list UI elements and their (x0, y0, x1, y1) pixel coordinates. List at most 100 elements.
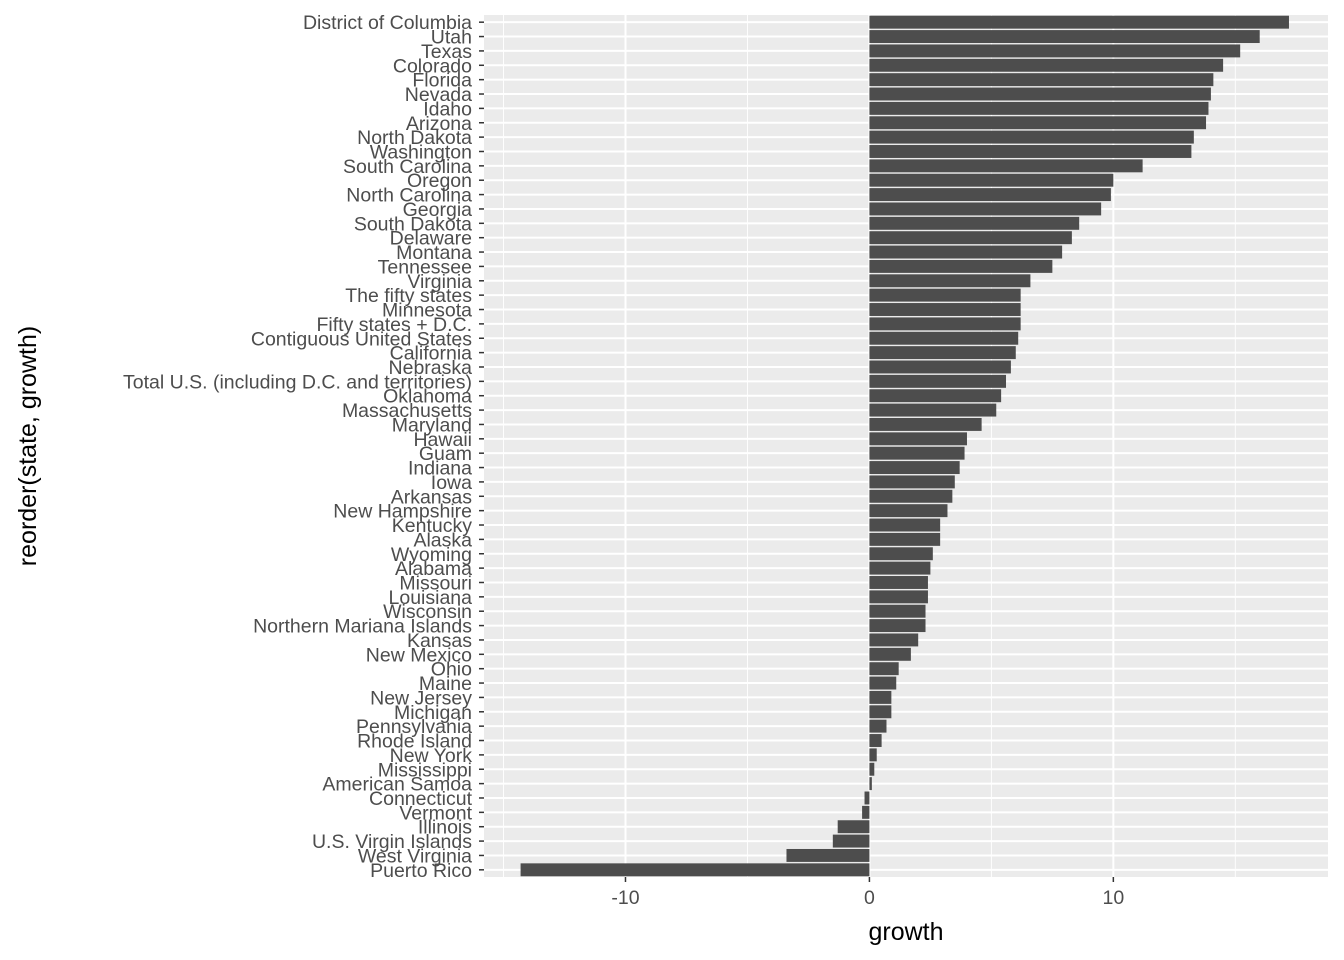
bar (869, 734, 882, 747)
x-axis-title: growth (868, 918, 943, 946)
y-tick-label: Georgia (403, 199, 473, 221)
bar (869, 259, 1053, 273)
bar (869, 633, 919, 647)
y-tick-label: California (390, 343, 473, 365)
y-tick-label: Idaho (423, 98, 472, 120)
y-tick-label: North Carolina (346, 185, 472, 207)
y-tick-label: Vermont (399, 802, 472, 824)
y-tick-label: New Jersey (370, 687, 472, 709)
y-tick-label: Missouri (399, 572, 472, 594)
y-tick-label: Fifty states + D.C. (317, 314, 473, 336)
y-tick-label: Minnesota (382, 300, 472, 322)
x-tick-label: -10 (611, 887, 639, 909)
bar (869, 532, 941, 546)
y-tick-label: Delaware (390, 228, 472, 250)
bar (869, 475, 955, 489)
bar (869, 173, 1114, 187)
bar (869, 145, 1192, 158)
y-tick-label: Alaska (413, 529, 472, 551)
y-tick-label: American Samoa (322, 774, 472, 796)
y-tick-label: Montana (396, 242, 472, 264)
x-axis-tick-labels: -10 0 10 (611, 887, 1124, 909)
bar (869, 518, 941, 532)
y-tick-label: Tennessee (378, 256, 472, 278)
y-tick-label: Iowa (431, 472, 472, 494)
bar (869, 374, 1007, 388)
y-tick-label: District of Columbia (303, 12, 472, 34)
y-tick-label: Oregon (407, 170, 472, 192)
panel-background (484, 15, 1328, 877)
y-tick-label: Pennsylvania (356, 716, 472, 738)
y-tick-label: Hawaii (413, 429, 472, 451)
y-tick-label: Colorado (393, 55, 472, 77)
bar (869, 432, 967, 446)
y-tick-label: Guam (419, 443, 472, 465)
bar (837, 820, 870, 834)
bar (869, 647, 911, 661)
y-tick-label: The fifty states (345, 285, 472, 307)
y-tick-label: Connecticut (369, 788, 473, 810)
y-tick-label: Rhode Island (357, 731, 472, 753)
bar (869, 690, 892, 704)
bar (869, 216, 1080, 230)
y-tick-label: Virginia (407, 271, 472, 293)
bar (869, 748, 877, 762)
y-tick-label: Kentucky (392, 515, 472, 537)
y-axis-title: reorder(state, growth) (14, 326, 42, 566)
y-tick-label: Louisiana (389, 587, 473, 609)
bar (869, 619, 926, 633)
bar (869, 547, 933, 561)
y-tick-label: Puerto Rico (370, 860, 472, 882)
y-tick-label: Contiguous United States (251, 328, 472, 350)
y-tick-label: Kansas (407, 630, 472, 652)
bar (832, 834, 870, 848)
bar (869, 417, 982, 431)
bar (869, 461, 960, 475)
bar (869, 403, 997, 417)
y-tick-label: Illinois (418, 817, 472, 839)
y-tick-label: Arkansas (391, 486, 473, 508)
y-tick-label: Texas (421, 41, 472, 63)
y-tick-label: North Dakota (357, 127, 472, 149)
bar (869, 30, 1260, 44)
x-tick-label: 10 (1102, 887, 1124, 909)
y-tick-label: Wisconsin (383, 601, 472, 623)
bar (869, 87, 1211, 101)
y-tick-label: West Virginia (358, 845, 472, 867)
bar (869, 331, 1019, 345)
bar (869, 274, 1031, 288)
y-tick-label: Massachusetts (342, 400, 472, 422)
bar (869, 130, 1194, 144)
bar (869, 159, 1143, 173)
y-tick-label: New Mexico (366, 644, 472, 666)
y-tick-label: Maine (419, 673, 472, 695)
bar (869, 504, 948, 518)
bar (869, 231, 1072, 245)
y-tick-label: Ohio (431, 659, 472, 681)
y-tick-label: Indiana (408, 458, 472, 480)
y-axis-ticks (479, 21, 484, 871)
y-tick-label: South Dakota (354, 213, 472, 235)
bar (869, 576, 928, 589)
bar (869, 116, 1207, 130)
bar (869, 489, 953, 503)
bar (862, 805, 870, 819)
bar (869, 346, 1016, 360)
y-tick-label: Wyoming (391, 544, 472, 566)
bar (869, 777, 872, 791)
y-tick-label: South Carolina (343, 156, 472, 178)
bar (520, 863, 870, 877)
y-tick-label: Mississippi (378, 759, 472, 781)
bar (869, 15, 1289, 29)
y-tick-label: New York (390, 745, 473, 767)
grid-minor-lines (503, 15, 1236, 877)
y-tick-label: Alabama (395, 558, 472, 580)
x-axis-ticks (624, 877, 1115, 882)
x-tick-label: 0 (864, 887, 875, 909)
bar (869, 73, 1214, 87)
bar (869, 762, 875, 776)
y-tick-label: Nebraska (389, 357, 473, 379)
y-tick-label: U.S. Virgin Islands (312, 831, 472, 853)
bar (864, 791, 870, 805)
